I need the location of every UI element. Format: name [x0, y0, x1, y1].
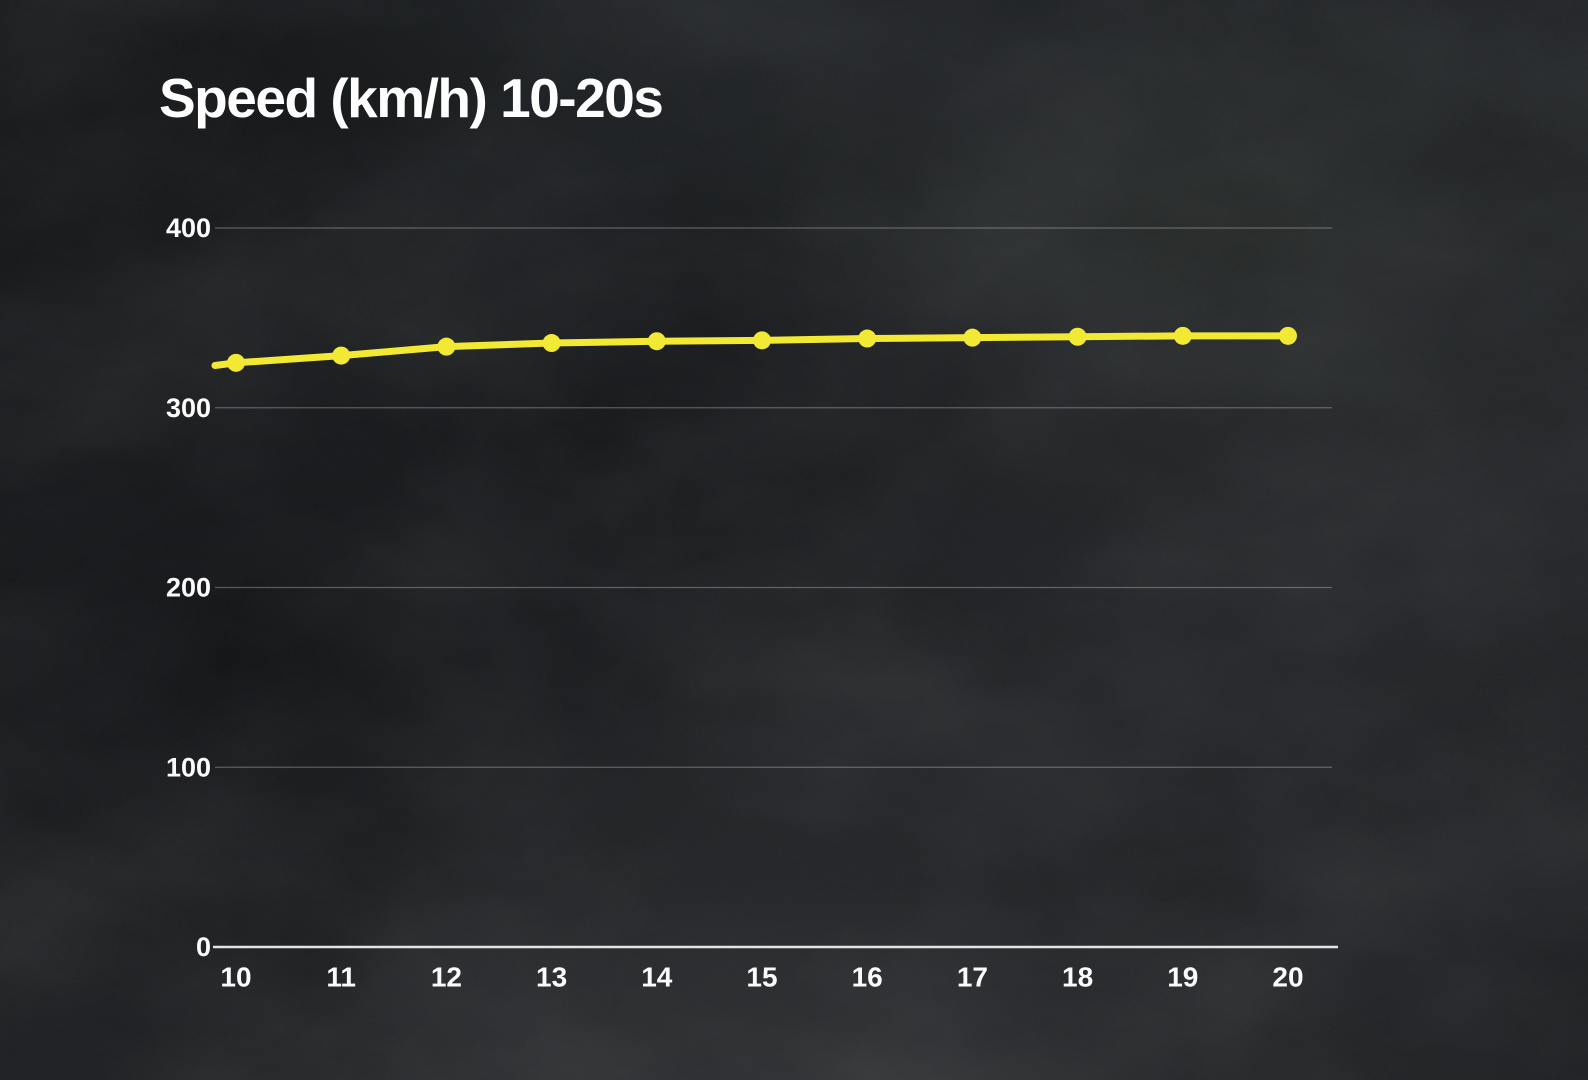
- x-tick-label: 20: [1272, 962, 1303, 993]
- x-tick-label: 15: [746, 962, 777, 993]
- x-tick-label: 10: [220, 962, 251, 993]
- x-tick-label: 19: [1167, 962, 1198, 993]
- x-tick-label: 14: [641, 962, 673, 993]
- y-tick-label: 300: [166, 393, 211, 423]
- speed-line: [211, 332, 1292, 370]
- data-point: [647, 332, 666, 351]
- data-point: [227, 353, 245, 372]
- x-tick-label: 13: [536, 962, 567, 993]
- y-tick-label: 400: [166, 213, 211, 243]
- data-point: [753, 331, 771, 350]
- y-tick-label: 0: [196, 932, 211, 962]
- y-tick-label: 100: [166, 752, 211, 782]
- x-tick-label: 18: [1062, 962, 1093, 993]
- x-tick-label: 17: [957, 962, 988, 993]
- x-tick-label: 11: [326, 962, 356, 993]
- x-tick-label: 16: [852, 962, 883, 993]
- y-tick-label: 200: [166, 573, 211, 603]
- data-point: [963, 328, 982, 347]
- data-point: [1173, 326, 1192, 345]
- data-point: [332, 346, 351, 365]
- data-point: [437, 337, 456, 356]
- data-point: [1068, 327, 1087, 346]
- x-tick-label: 12: [431, 962, 462, 993]
- data-point: [1279, 326, 1297, 345]
- chart-title: Speed (km/h) 10-20s: [159, 67, 664, 129]
- data-point: [858, 329, 877, 348]
- data-point: [542, 334, 561, 353]
